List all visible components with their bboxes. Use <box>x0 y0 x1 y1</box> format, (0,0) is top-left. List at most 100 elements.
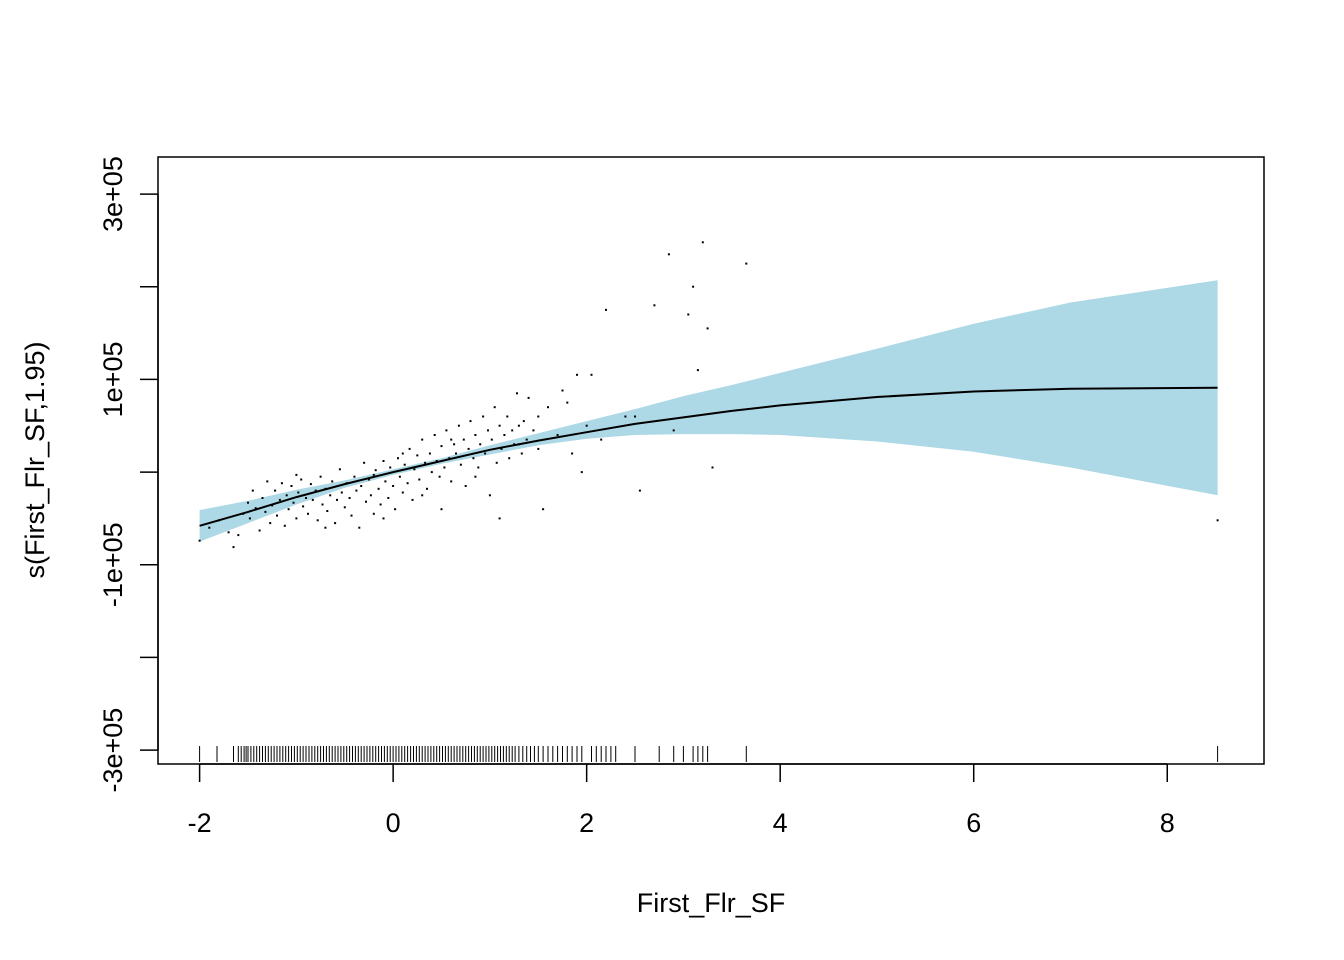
residual-point <box>401 452 404 455</box>
residual-point <box>500 447 503 450</box>
residual-point <box>498 424 501 427</box>
residual-point <box>532 429 535 432</box>
residual-point <box>382 517 385 520</box>
residual-point <box>377 487 380 490</box>
smooth-fit-line <box>199 386 1218 527</box>
y-axis-title: s(First_Flr_SF,1.95) <box>20 341 50 578</box>
residual-point <box>394 508 397 511</box>
residual-point <box>278 498 281 501</box>
residual-point <box>1216 519 1219 522</box>
residual-point <box>634 415 636 418</box>
residual-point <box>490 438 493 441</box>
residual-point <box>542 508 545 511</box>
x-tick-label: 4 <box>773 808 788 838</box>
residual-point <box>418 478 421 481</box>
y-tick-label: -1e+05 <box>98 522 128 607</box>
residual-point <box>314 489 317 492</box>
residual-point <box>343 506 346 509</box>
residual-point <box>520 452 523 455</box>
residual-point <box>453 443 456 446</box>
residual-point <box>428 452 431 455</box>
residual-point <box>329 494 332 497</box>
residual-point <box>237 534 240 537</box>
residual-point <box>398 475 401 478</box>
residual-point <box>459 463 462 466</box>
residual-point <box>692 285 695 288</box>
residual-point <box>297 491 300 494</box>
x-tick-label: 8 <box>1160 808 1175 838</box>
residual-point <box>355 489 358 492</box>
residual-point <box>527 396 530 399</box>
residual-point <box>672 429 675 432</box>
residual-point <box>576 373 578 376</box>
residual-point <box>479 443 482 446</box>
residual-point <box>374 469 377 472</box>
residual-point <box>382 460 385 462</box>
residual-point <box>421 494 424 497</box>
residual-point <box>711 466 714 469</box>
residual-point <box>566 401 569 404</box>
residual-point <box>495 461 498 464</box>
x-axis: -2 0 2 4 6 8 <box>188 763 1175 838</box>
residual-point <box>401 491 404 494</box>
residual-point <box>363 461 366 464</box>
residual-point <box>338 468 341 471</box>
residual-point <box>367 478 370 481</box>
residual-point <box>264 510 267 513</box>
residual-point <box>745 262 748 265</box>
residual-point <box>493 406 496 409</box>
residual-point <box>484 452 487 455</box>
residual-point <box>340 491 343 494</box>
residual-point <box>525 438 528 441</box>
x-tick-label: 0 <box>386 808 401 838</box>
residual-point <box>537 447 540 450</box>
residual-point <box>517 424 520 427</box>
residual-point <box>287 508 290 511</box>
residual-point <box>319 475 322 478</box>
residual-point <box>474 434 477 436</box>
residual-point <box>384 480 387 483</box>
residual-point <box>334 522 337 525</box>
residual-point <box>258 529 261 532</box>
residual-point <box>440 445 443 448</box>
residual-point <box>331 480 334 483</box>
residual-point <box>464 485 467 487</box>
residual-point <box>247 501 249 504</box>
residual-point <box>283 524 286 527</box>
residual-point <box>653 304 656 307</box>
residual-point <box>292 501 295 504</box>
residual-point <box>687 313 690 316</box>
residual-point <box>487 429 489 432</box>
residual-point <box>469 420 472 423</box>
residual-point <box>416 454 419 457</box>
residual-point <box>696 369 699 372</box>
residual-point <box>269 522 272 525</box>
residual-point <box>365 500 367 503</box>
residual-point <box>450 480 453 483</box>
residual-point <box>511 429 514 432</box>
residual-point <box>208 526 211 529</box>
residual-point <box>302 505 305 508</box>
residual-point <box>571 452 574 455</box>
residual-point <box>624 415 627 418</box>
rug-marks <box>199 746 1219 762</box>
residual-point <box>498 517 501 520</box>
y-axis: -3e+05 -1e+05 1e+05 3e+05 <box>98 156 159 793</box>
residual-point <box>467 447 470 450</box>
residual-point <box>336 498 338 501</box>
smooth-fit-layer <box>199 386 1218 527</box>
residual-point <box>266 480 269 483</box>
residual-point <box>440 508 443 511</box>
residual-point <box>372 512 375 515</box>
residual-point <box>358 526 361 529</box>
residual-point <box>435 460 438 462</box>
residual-point <box>392 485 395 487</box>
residual-point <box>706 327 709 330</box>
residual-point <box>261 497 264 499</box>
residual-point <box>600 438 603 441</box>
residual-point <box>254 507 257 510</box>
residual-point <box>430 471 433 474</box>
residual-point <box>280 482 283 485</box>
residual-point <box>389 466 392 469</box>
